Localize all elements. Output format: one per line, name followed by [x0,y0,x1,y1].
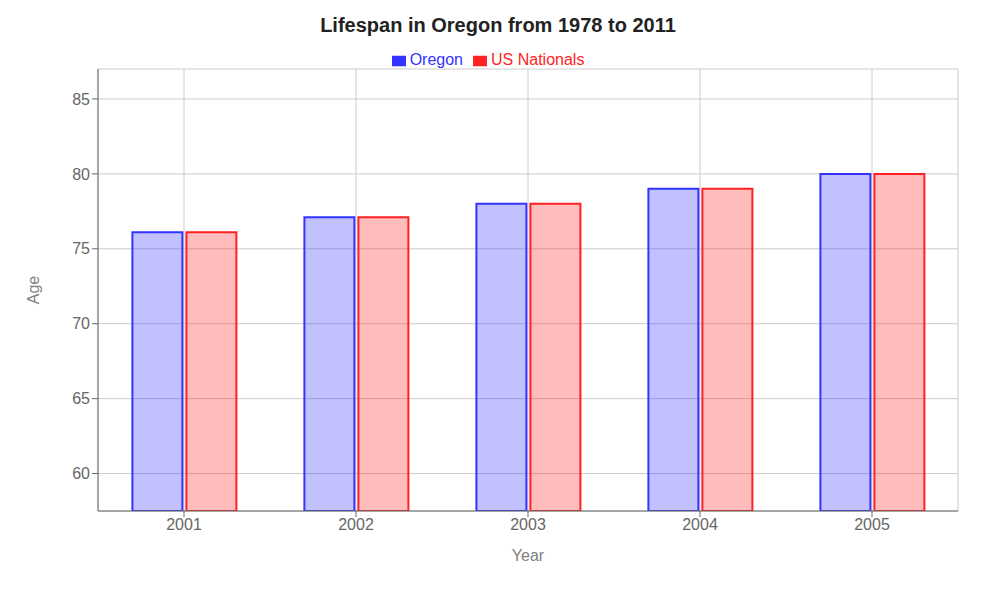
svg-text:70: 70 [72,315,90,332]
svg-text:Age: Age [25,276,42,305]
svg-text:2005: 2005 [854,516,890,533]
svg-text:2004: 2004 [682,516,718,533]
svg-text:75: 75 [72,240,90,257]
svg-text:Year: Year [512,547,545,564]
svg-text:2003: 2003 [510,516,546,533]
svg-text:2001: 2001 [166,516,202,533]
svg-text:85: 85 [72,91,90,108]
html-text:US Nationals: US Nationals [491,51,585,68]
svg-text:80: 80 [72,166,90,183]
html-text:Oregon: Oregon [409,51,463,68]
svg-text:60: 60 [72,465,90,482]
html-text:Lifespan in Oregon from 1978 t: Lifespan in Oregon from 1978 to 2011 [320,14,676,36]
svg-text:2002: 2002 [338,516,374,533]
svg-text:65: 65 [72,390,90,407]
